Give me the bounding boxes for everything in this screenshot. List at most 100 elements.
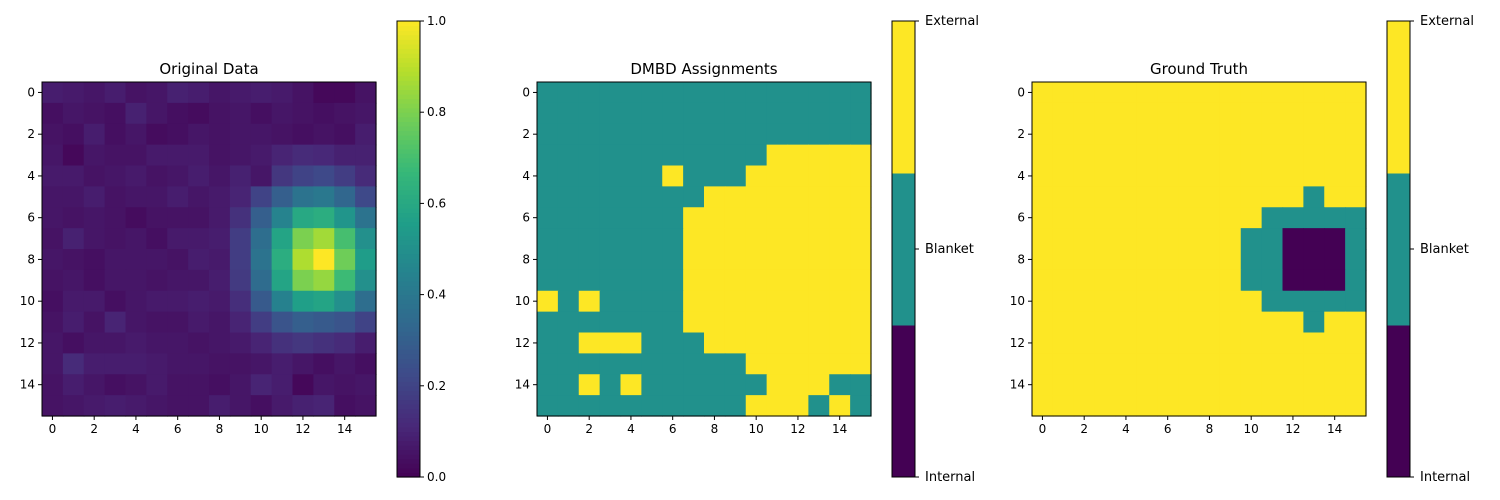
heatmap-cell	[620, 82, 642, 104]
heatmap-cell	[537, 207, 559, 229]
heatmap-cell	[724, 82, 747, 104]
colorbar-band	[397, 376, 420, 382]
heatmap-cell	[188, 186, 210, 208]
heatmap-cell	[724, 165, 747, 187]
heatmap-cell	[1094, 165, 1117, 187]
y-tick-label: 2	[1017, 127, 1025, 141]
heatmap-cell	[829, 249, 851, 271]
heatmap-cell	[292, 102, 314, 125]
heatmap-cell	[745, 353, 768, 375]
heatmap-cell	[167, 165, 189, 187]
heatmap-cell	[188, 395, 210, 417]
heatmap-cell	[229, 144, 252, 167]
heatmap-cell	[1345, 207, 1367, 229]
heatmap-cell	[578, 102, 601, 125]
heatmap-cell	[1199, 165, 1221, 187]
heatmap-cell	[1178, 249, 1200, 271]
heatmap-cell	[829, 395, 851, 417]
heatmap-cell	[1282, 186, 1304, 208]
heatmap-cell	[620, 102, 642, 125]
x-tick-label: 14	[1327, 422, 1342, 436]
heatmap-cell	[1115, 82, 1137, 104]
heatmap-cell	[1032, 165, 1054, 187]
y-tick-label: 4	[27, 169, 35, 183]
y-tick-label: 0	[27, 85, 35, 99]
plot-frame	[536, 81, 872, 417]
heatmap-cell	[146, 290, 168, 313]
x-tick-label: 12	[790, 422, 805, 436]
heatmap-cell	[1094, 290, 1117, 313]
heatmap-cell	[766, 249, 789, 271]
colorbar-label: External	[925, 14, 979, 29]
colorbar-label: External	[1420, 14, 1474, 29]
heatmap-cell	[724, 269, 747, 292]
heatmap-cell	[167, 332, 189, 354]
heatmap-cell	[1178, 165, 1200, 187]
heatmap-cell	[125, 311, 147, 334]
heatmap-cell	[1303, 269, 1325, 292]
colorbar-band	[397, 221, 420, 227]
colorbar-band	[397, 89, 420, 95]
heatmap-cell	[662, 82, 684, 104]
heatmap-cell	[355, 102, 377, 125]
heatmap-cell	[537, 82, 559, 104]
heatmap-cell	[62, 311, 85, 334]
heatmap-cell	[42, 374, 64, 396]
heatmap-cell	[557, 332, 580, 354]
y-tick-label: 14	[1010, 378, 1025, 392]
heatmap-cell	[167, 269, 189, 292]
heatmap-cell	[83, 269, 106, 292]
heatmap-cell	[537, 102, 559, 125]
heatmap-cell	[1178, 82, 1200, 104]
heatmap-cell	[620, 165, 642, 187]
heatmap-cell	[1261, 395, 1284, 417]
colorbar-band	[397, 21, 420, 27]
colorbar-tick-label: 0.4	[427, 288, 446, 302]
heatmap-cell	[808, 374, 830, 396]
colorbar-band	[397, 107, 420, 113]
heatmap-cell	[766, 186, 789, 208]
colorbar-band	[397, 285, 420, 291]
heatmap-cell	[313, 228, 335, 250]
heatmap-cell	[745, 269, 768, 292]
heatmap-cell	[250, 332, 273, 354]
heatmap-cell	[557, 144, 580, 167]
heatmap-cell	[1052, 269, 1075, 292]
heatmap-cell	[662, 207, 684, 229]
heatmap-cell	[1115, 374, 1137, 396]
colorbar-band	[397, 317, 420, 323]
heatmap-cell	[334, 249, 356, 271]
colorbar-band	[397, 176, 420, 182]
colorbar: Internal Blanket External	[891, 14, 979, 485]
heatmap-cell	[62, 228, 85, 250]
heatmap-cell	[250, 207, 273, 229]
heatmap-cell	[209, 186, 231, 208]
heatmap-cell	[1052, 207, 1075, 229]
heatmap-cell	[1261, 228, 1284, 250]
heatmap-cell	[808, 228, 830, 250]
heatmap-cell	[62, 165, 85, 187]
heatmap-cell	[704, 269, 726, 292]
heatmap-cell	[1282, 102, 1304, 125]
x-tick-label: 0	[1039, 422, 1047, 436]
heatmap-cell	[662, 332, 684, 354]
colorbar-band	[397, 331, 420, 337]
heatmap-cell	[1345, 123, 1367, 146]
heatmap-cell	[188, 207, 210, 229]
heatmap-cell	[271, 102, 294, 125]
heatmap-cell	[1261, 290, 1284, 313]
heatmap-cell	[146, 144, 168, 167]
heatmap-cell	[620, 311, 642, 334]
heatmap-cell	[829, 332, 851, 354]
heatmap-cell	[355, 207, 377, 229]
heatmap-cell	[271, 165, 294, 187]
heatmap-cell	[42, 165, 64, 187]
heatmap-cell	[620, 290, 642, 313]
heatmap-cell	[83, 165, 106, 187]
heatmap-cell	[787, 269, 809, 292]
heatmap-cell	[1324, 395, 1346, 417]
heatmap-cell	[1324, 207, 1346, 229]
heatmap-cell	[292, 332, 314, 354]
heatmap-cell	[250, 165, 273, 187]
heatmap-cell	[1324, 228, 1346, 250]
